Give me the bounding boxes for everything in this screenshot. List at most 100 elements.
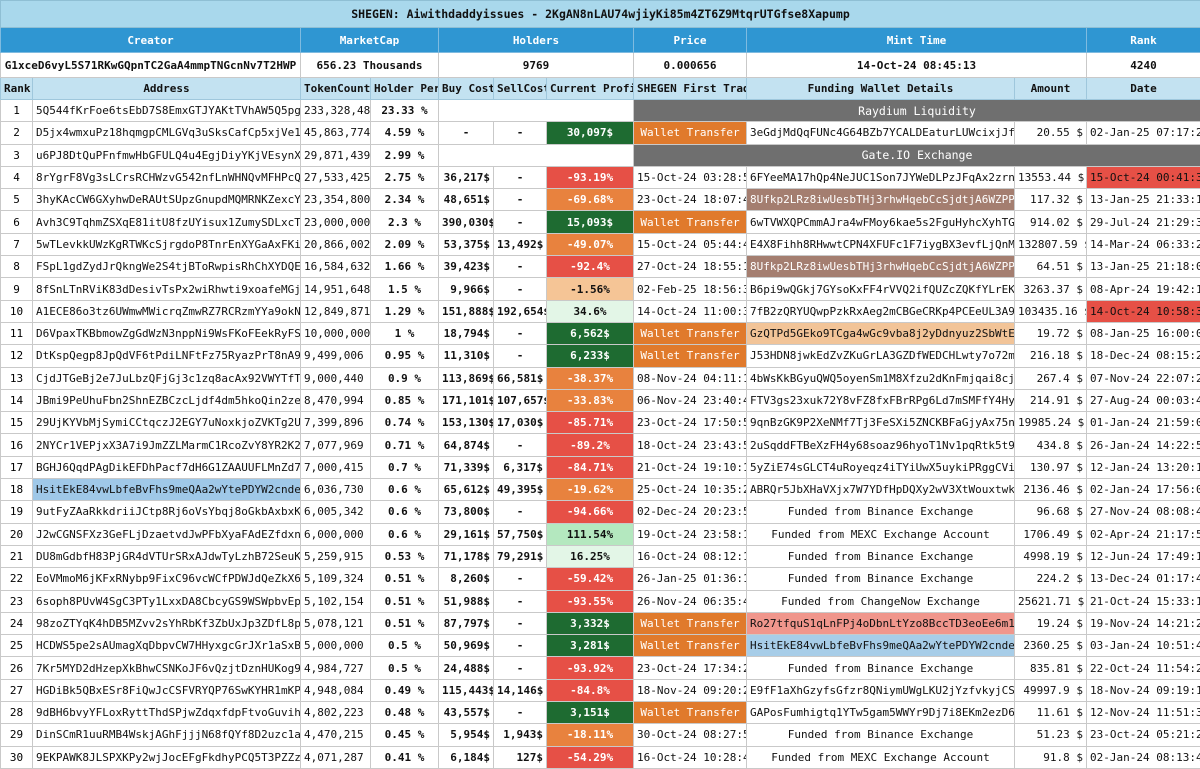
- funding-wallet-cell: Funded from Binance Exchange: [747, 501, 1015, 523]
- holder-perc-cell: 0.6 %: [371, 501, 439, 523]
- buy-cost-cell: 11,310$: [439, 345, 494, 367]
- sell-cost-cell: -: [494, 189, 547, 211]
- first-trade-cell: 15-Oct-24 03:28:52: [634, 166, 747, 188]
- current-profit-cell: 16.25%: [547, 545, 634, 567]
- date-cell: 01-Jan-24 21:59:09: [1087, 412, 1200, 434]
- token-count-cell: 7,399,896: [301, 412, 371, 434]
- first-trade-cell: 26-Nov-24 06:35:40: [634, 590, 747, 612]
- current-profit-cell: -38.37%: [547, 367, 634, 389]
- sell-cost-cell: -: [494, 322, 547, 344]
- buy-cost-cell: 151,888$: [439, 300, 494, 322]
- holder-perc-cell: 0.5 %: [371, 657, 439, 679]
- summary-creator: G1xceD6vyL5S71RKwGQpnTC2GaA4mmpTNGcnNv7T…: [1, 53, 301, 78]
- buy-cost-cell: 39,423$: [439, 256, 494, 278]
- first-trade-cell: Wallet Transfer: [634, 612, 747, 634]
- amount-cell: 3263.37 $: [1015, 278, 1087, 300]
- summary-header-creator: Creator: [1, 28, 301, 53]
- first-trade-cell: 15-Oct-24 05:44:46: [634, 233, 747, 255]
- col-header-sell-cost: SellCost: [494, 78, 547, 100]
- buy-cost-cell: 65,612$: [439, 479, 494, 501]
- amount-cell: 19985.24 $: [1015, 412, 1087, 434]
- funding-wallet-cell: Funded from Binance Exchange: [747, 657, 1015, 679]
- buy-cost-cell: [439, 100, 634, 122]
- funding-wallet-cell: 9qnBzGK9P2XeNMf7Tj3FeSXi5ZNCKBFaGjyAx75n…: [747, 412, 1015, 434]
- buy-cost-cell: 51,988$: [439, 590, 494, 612]
- buy-cost-cell: 36,217$: [439, 166, 494, 188]
- token-count-cell: 9,499,006: [301, 345, 371, 367]
- rank-cell: 8: [1, 256, 33, 278]
- current-profit-cell: -93.55%: [547, 590, 634, 612]
- rank-cell: 30: [1, 746, 33, 768]
- funding-wallet-cell: 3eGdjMdQqFUNc4G64BZb7YCALDEaturLUWcixjJf…: [747, 122, 1015, 144]
- token-count-cell: 7,000,415: [301, 456, 371, 478]
- amount-cell: 2136.46 $: [1015, 479, 1087, 501]
- amount-cell: 835.81 $: [1015, 657, 1087, 679]
- holder-perc-cell: 2.34 %: [371, 189, 439, 211]
- funding-wallet-cell: 8Ufkp2LRz8iwUesbTHj3rhwHqebCcSjdtjA6WZPP…: [747, 256, 1015, 278]
- first-trade-cell: 18-Oct-24 23:43:54: [634, 434, 747, 456]
- col-header-rank: Rank: [1, 78, 33, 100]
- token-count-cell: 4,071,287: [301, 746, 371, 768]
- sell-cost-cell: -: [494, 278, 547, 300]
- current-profit-cell: -69.68%: [547, 189, 634, 211]
- token-count-cell: 5,102,154: [301, 590, 371, 612]
- col-header-address: Address: [33, 78, 301, 100]
- section-label-raydium: Raydium Liquidity: [634, 100, 1200, 122]
- funding-wallet-cell: 8Ufkp2LRz8iwUesbTHj3rhwHqebCcSjdtjA6WZPP…: [747, 189, 1015, 211]
- address-cell: 6soph8PUvW4SgC3PTy1LxxDA8CbcyGS9WSWpbvEp…: [33, 590, 301, 612]
- date-cell: 14-Mar-24 06:33:26: [1087, 233, 1200, 255]
- funding-wallet-cell: Funded from Binance Exchange: [747, 568, 1015, 590]
- sell-cost-cell: 192,654$: [494, 300, 547, 322]
- funding-wallet-cell: E4X8Fihh8RHwwtCPN4XFUFc1F7iygBX3evfLjQnM…: [747, 233, 1015, 255]
- title-row: SHEGEN: Aiwithdaddyissues - 2KgAN8nLAU74…: [1, 1, 1200, 28]
- sell-cost-cell: 79,291$: [494, 545, 547, 567]
- col-header-amount: Amount: [1015, 78, 1087, 100]
- first-trade-cell: 23-Oct-24 18:07:48: [634, 189, 747, 211]
- funding-wallet-cell: HsitEkE84vwLbfeBvFhs9meQAa2wYtePDYW2cnde…: [747, 635, 1015, 657]
- rank-cell: 9: [1, 278, 33, 300]
- rank-cell: 22: [1, 568, 33, 590]
- address-cell: Avh3C9TqhmZSXqE81itU8fzUYisux1ZumySDLxcT…: [33, 211, 301, 233]
- current-profit-cell: -85.71%: [547, 412, 634, 434]
- date-cell: 22-Oct-24 11:54:28: [1087, 657, 1200, 679]
- funding-wallet-cell: E9fF1aXhGzyfsGfzr8QNiymUWgLKU2jYzfvkyjCS…: [747, 679, 1015, 701]
- token-count-cell: 6,005,342: [301, 501, 371, 523]
- summary-header-holders: Holders: [439, 28, 634, 53]
- token-count-cell: 4,948,084: [301, 679, 371, 701]
- current-profit-cell: 15,093$: [547, 211, 634, 233]
- funding-wallet-cell: FTV3gs23xuk72Y8vFZ8fxFBrRPg6Ld7mSMFfY4Hy…: [747, 389, 1015, 411]
- buy-cost-cell: 29,161$: [439, 523, 494, 545]
- amount-cell: 19.24 $: [1015, 612, 1087, 634]
- holder-perc-cell: 0.51 %: [371, 568, 439, 590]
- address-cell: DinSCmR1uuRMB4WskjAGhFjjjN68fQYf8D2uzc1a…: [33, 724, 301, 746]
- sell-cost-cell: 57,750$: [494, 523, 547, 545]
- holder-perc-cell: 0.53 %: [371, 545, 439, 567]
- funding-wallet-cell: J53HDN8jwkEdZvZKuGrLA3GZDfWEDCHLwty7o72m…: [747, 345, 1015, 367]
- current-profit-cell: 3,332$: [547, 612, 634, 634]
- first-trade-cell: 30-Oct-24 08:27:53: [634, 724, 747, 746]
- address-cell: HGDiBk5QBxESr8FiQwJcCSFVRYQP76SwKYHR1mKP…: [33, 679, 301, 701]
- current-profit-cell: -93.19%: [547, 166, 634, 188]
- address-cell: 9dBH6bvyYFLoxRyttThdSPjwZdqxfdpFtvoGuvih…: [33, 702, 301, 724]
- date-cell: 18-Dec-24 08:15:25: [1087, 345, 1200, 367]
- current-profit-cell: -93.92%: [547, 657, 634, 679]
- rank-cell: 3: [1, 144, 33, 166]
- amount-cell: 1706.49 $: [1015, 523, 1087, 545]
- buy-cost-cell: 73,800$: [439, 501, 494, 523]
- holder-perc-cell: 1 %: [371, 322, 439, 344]
- date-cell: 13-Jan-25 21:33:15: [1087, 189, 1200, 211]
- funding-wallet-cell: Funded from Binance Exchange: [747, 545, 1015, 567]
- amount-cell: 64.51 $: [1015, 256, 1087, 278]
- holder-perc-cell: 23.33 %: [371, 100, 439, 122]
- rank-cell: 2: [1, 122, 33, 144]
